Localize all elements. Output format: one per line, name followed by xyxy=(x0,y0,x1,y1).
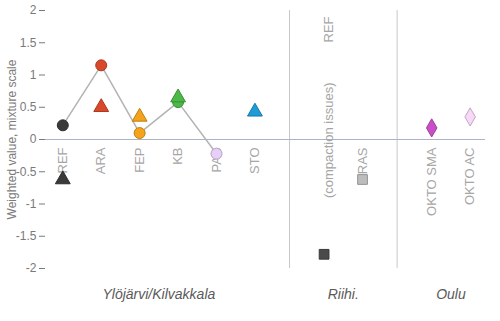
svg-text:RAS: RAS xyxy=(355,147,370,174)
svg-text:0.5: 0.5 xyxy=(20,100,37,114)
svg-text:Ylöjärvi/Kilvakkala: Ylöjärvi/Kilvakkala xyxy=(102,286,215,302)
svg-text:REF: REF xyxy=(321,16,336,42)
svg-text:Riihi.: Riihi. xyxy=(328,286,359,302)
svg-text:OKTO AC: OKTO AC xyxy=(462,148,477,206)
svg-text:(compaction issues): (compaction issues) xyxy=(321,83,336,199)
svg-text:KB: KB xyxy=(170,148,185,165)
svg-text:2: 2 xyxy=(30,3,37,17)
svg-text:1: 1 xyxy=(30,68,37,82)
svg-text:-2: -2 xyxy=(26,261,37,275)
svg-text:STO: STO xyxy=(247,148,262,175)
svg-text:Weighted value, mixture scale: Weighted value, mixture scale xyxy=(5,59,19,219)
svg-text:-1.5: -1.5 xyxy=(16,229,37,243)
svg-text:Oulu: Oulu xyxy=(436,286,466,302)
svg-text:-1: -1 xyxy=(26,197,37,211)
svg-text:FEP: FEP xyxy=(132,148,147,173)
svg-text:0: 0 xyxy=(30,132,37,146)
svg-text:1.5: 1.5 xyxy=(20,36,37,50)
svg-text:REF: REF xyxy=(55,147,70,173)
svg-text:PAB: PAB xyxy=(209,148,224,173)
svg-text:OKTO SMA: OKTO SMA xyxy=(424,147,439,216)
svg-text:ARA: ARA xyxy=(93,147,108,174)
svg-text:-0.5: -0.5 xyxy=(15,164,37,179)
